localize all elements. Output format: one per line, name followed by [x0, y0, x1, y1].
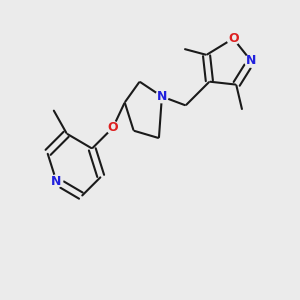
Circle shape: [106, 122, 119, 134]
Circle shape: [50, 175, 63, 188]
Text: N: N: [51, 175, 62, 188]
Text: O: O: [107, 121, 118, 134]
Text: N: N: [157, 90, 167, 103]
Circle shape: [245, 55, 257, 67]
Text: N: N: [246, 54, 256, 67]
Circle shape: [156, 90, 168, 103]
Circle shape: [227, 32, 239, 45]
Text: O: O: [228, 32, 238, 45]
